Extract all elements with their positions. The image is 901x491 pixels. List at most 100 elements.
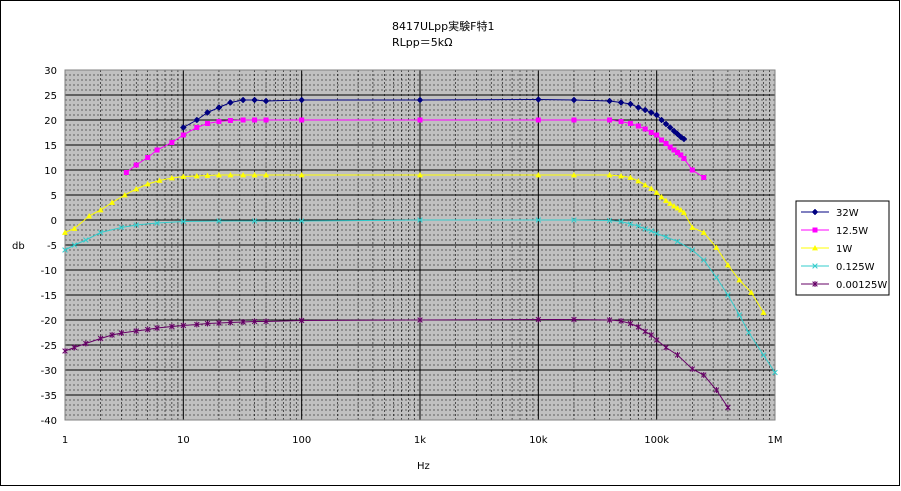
- data-point: [571, 217, 577, 223]
- data-point: [194, 125, 200, 130]
- data-point: [133, 222, 139, 228]
- y-tick-label: -35: [41, 391, 57, 402]
- data-point: [658, 116, 665, 124]
- data-point: [97, 229, 104, 236]
- data-point: [169, 140, 175, 145]
- legend-label: 1W: [836, 244, 852, 255]
- data-point: [534, 96, 542, 103]
- data-point: [689, 366, 696, 372]
- data-point: [71, 225, 78, 231]
- data-point: [772, 369, 778, 376]
- data-point: [570, 172, 577, 178]
- data-point: [215, 172, 222, 178]
- legend-marker: [812, 227, 818, 233]
- data-point: [145, 155, 151, 160]
- data-point: [635, 324, 642, 330]
- data-point: [642, 126, 648, 132]
- data-point: [570, 96, 578, 104]
- data-point: [251, 172, 258, 178]
- data-point: [618, 218, 624, 225]
- data-point: [635, 123, 641, 129]
- data-point: [298, 96, 306, 104]
- data-point: [642, 226, 648, 232]
- data-point: [617, 99, 625, 106]
- x-tick-labels: 1 10 100 1k 10k 100k 1M: [62, 435, 783, 446]
- data-point: [606, 217, 613, 224]
- data-point: [298, 172, 305, 178]
- data-point: [635, 223, 642, 229]
- data-point: [653, 189, 660, 195]
- y-tick-label: -20: [41, 316, 57, 327]
- data-point: [194, 321, 200, 328]
- data-point: [725, 404, 731, 411]
- y-tick-label: -25: [41, 341, 57, 352]
- data-point: [263, 117, 269, 123]
- data-point: [674, 352, 681, 358]
- data-point: [648, 185, 655, 191]
- data-point: [535, 316, 542, 323]
- data-point: [618, 173, 625, 179]
- data-point: [760, 309, 767, 315]
- data-point: [725, 292, 731, 298]
- legend-marker: [812, 245, 818, 251]
- data-point: [635, 178, 642, 184]
- data-point: [118, 224, 125, 231]
- data-point: [641, 106, 649, 114]
- data-point: [133, 162, 139, 168]
- data-point: [180, 132, 186, 138]
- data-point: [700, 229, 707, 235]
- data-point: [642, 182, 649, 188]
- data-point: [627, 320, 634, 327]
- data-point: [658, 194, 665, 200]
- x-tick-label: 10k: [529, 435, 548, 446]
- data-point: [144, 326, 151, 333]
- data-point: [204, 109, 211, 116]
- data-point: [675, 150, 681, 155]
- data-point: [83, 237, 89, 243]
- data-point: [154, 325, 160, 331]
- x-tick-label: 100k: [644, 435, 669, 446]
- data-point: [627, 221, 634, 227]
- data-point: [240, 319, 246, 325]
- x-tick-label: 1M: [768, 435, 783, 446]
- legend-item: 1W: [801, 244, 852, 255]
- x-tick-label: 1: [62, 435, 68, 446]
- legend-marker: [812, 263, 818, 269]
- data-point: [535, 117, 541, 123]
- data-point: [97, 335, 104, 342]
- data-point: [724, 262, 731, 268]
- data-point: [627, 100, 634, 108]
- data-point: [689, 167, 695, 173]
- data-point: [606, 317, 613, 323]
- data-point: [71, 242, 78, 248]
- data-point: [627, 174, 634, 180]
- chart-title: 8417ULpp実験F特1: [392, 19, 494, 33]
- data-point: [109, 332, 115, 338]
- data-point: [227, 172, 234, 178]
- data-point: [607, 117, 613, 123]
- data-point: [417, 317, 423, 323]
- data-point: [216, 218, 222, 224]
- data-point: [642, 328, 648, 335]
- data-point: [653, 337, 660, 343]
- data-point: [701, 175, 707, 180]
- data-point: [571, 117, 577, 123]
- y-tick-label: 20: [44, 116, 57, 127]
- data-point: [745, 329, 752, 336]
- legend-item: 0.00125W: [801, 280, 887, 291]
- x-axis-title: Hz: [417, 461, 430, 472]
- series-4: [62, 217, 778, 376]
- data-point: [83, 340, 89, 347]
- data-point: [618, 318, 624, 324]
- data-point: [180, 218, 187, 225]
- data-point: [681, 156, 687, 161]
- data-point: [204, 172, 211, 178]
- data-point: [204, 320, 211, 327]
- data-point: [662, 120, 670, 128]
- data-point: [606, 97, 613, 105]
- legend-item: 32W: [801, 208, 859, 219]
- data-point: [216, 119, 222, 124]
- data-point: [168, 175, 175, 181]
- y-tick-label: 25: [44, 91, 57, 102]
- data-point: [663, 141, 669, 146]
